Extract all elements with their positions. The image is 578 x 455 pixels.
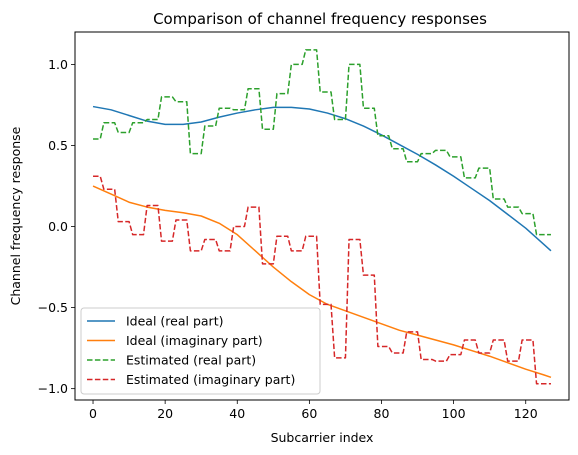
plot-lines (92, 49, 552, 385)
x-tick-label: 60 (301, 406, 317, 421)
x-tick-label: 80 (374, 406, 390, 421)
x-axis-label: Subcarrier index (271, 430, 374, 445)
legend-label-2: Ideal (imaginary part) (126, 333, 263, 348)
x-tick-label: 0 (89, 406, 97, 421)
x-tick-label: 40 (229, 406, 245, 421)
x-tick-label: 100 (442, 406, 466, 421)
chart-title: Comparison of channel frequency response… (153, 10, 487, 28)
y-axis-label: Channel frequency response (8, 126, 23, 305)
y-tick-label: 0.0 (48, 219, 68, 234)
legend-label-4: Estimated (imaginary part) (126, 372, 295, 387)
y-tick-label: −1.0 (38, 381, 68, 396)
plot-frame (74, 31, 570, 401)
y-tick-label: −0.5 (38, 300, 68, 315)
y-tick-label: 1.0 (48, 57, 68, 72)
y-axis: −1.0 −0.5 0.0 0.5 1.0 (38, 57, 75, 396)
x-tick-label: 20 (157, 406, 173, 421)
x-axis: 0 20 40 60 80 100 120 (89, 400, 538, 421)
legend-box (80, 307, 321, 395)
y-tick-label: 0.5 (48, 138, 68, 153)
series-line-4 (93, 175, 551, 385)
x-tick-label: 120 (514, 406, 538, 421)
series-line-1 (92, 105, 552, 252)
legend-label-1: Ideal (real part) (126, 314, 223, 329)
legend: Ideal (real part) Ideal (imaginary part) E… (80, 307, 321, 395)
legend-label-3: Estimated (real part) (126, 353, 256, 368)
series-line-3 (93, 49, 551, 236)
